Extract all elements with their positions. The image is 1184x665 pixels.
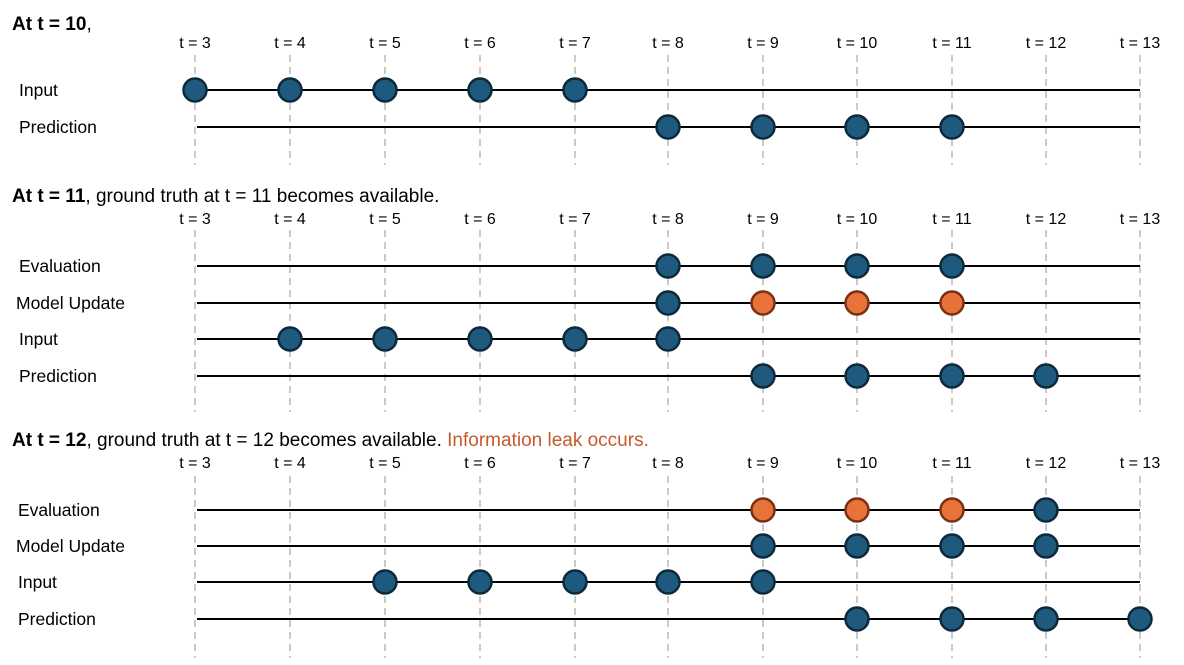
timestep-node	[562, 569, 588, 595]
time-tick-label: t = 10	[837, 211, 878, 228]
timestep-node	[467, 569, 493, 595]
time-tick-label: t = 11	[932, 455, 971, 472]
time-tick-label: t = 10	[837, 455, 878, 472]
time-tick-label: t = 3	[179, 455, 211, 472]
leaked-timestep-node	[750, 497, 776, 523]
timestep-node	[655, 569, 681, 595]
panel-header-bold: At t = 11	[12, 186, 86, 207]
leaked-timestep-node	[844, 290, 870, 316]
row-label: Input	[18, 572, 57, 592]
time-tick-label: t = 4	[274, 455, 306, 472]
time-tick-label: t = 5	[369, 455, 401, 472]
row-label: Evaluation	[18, 500, 100, 520]
row-label: Input	[19, 80, 58, 100]
time-tick-label: t = 9	[747, 211, 779, 228]
timestep-node	[844, 533, 870, 559]
timestep-node	[844, 606, 870, 632]
time-tick-label: t = 12	[1026, 455, 1067, 472]
timestep-node	[277, 326, 303, 352]
timestep-node	[750, 114, 776, 140]
timestep-node	[1127, 606, 1153, 632]
leaked-timestep-node	[844, 497, 870, 523]
leaked-timestep-node	[939, 290, 965, 316]
row-label: Model Update	[16, 293, 125, 313]
time-tick-label: t = 13	[1120, 455, 1161, 472]
panel-header: At t = 11, ground truth at t = 11 become…	[12, 186, 439, 207]
timestep-node	[372, 77, 398, 103]
time-tick-label: t = 3	[179, 211, 211, 228]
time-tick-label: t = 4	[274, 35, 306, 52]
panel-header-bold: At t = 10	[12, 14, 86, 35]
time-tick-label: t = 11	[932, 211, 971, 228]
time-tick-label: t = 10	[837, 35, 878, 52]
timestep-node	[939, 253, 965, 279]
timestep-node	[467, 326, 493, 352]
timestep-node	[750, 533, 776, 559]
timestep-node	[182, 77, 208, 103]
leaked-timestep-node	[750, 290, 776, 316]
timestep-node	[750, 363, 776, 389]
time-tick-label: t = 11	[932, 35, 971, 52]
time-tick-label: t = 5	[369, 35, 401, 52]
time-tick-label: t = 6	[464, 455, 496, 472]
time-tick-label: t = 12	[1026, 211, 1067, 228]
time-tick-label: t = 5	[369, 211, 401, 228]
timestep-node	[562, 326, 588, 352]
timestep-node	[372, 569, 398, 595]
panel-header: At t = 10,	[12, 14, 92, 35]
timestep-node	[939, 363, 965, 389]
timestep-node	[844, 114, 870, 140]
time-tick-label: t = 9	[747, 455, 779, 472]
time-tick-label: t = 13	[1120, 211, 1161, 228]
timestep-node	[277, 77, 303, 103]
leak-warning-text: Information leak occurs.	[447, 430, 649, 451]
row-label: Model Update	[16, 536, 125, 556]
time-tick-label: t = 7	[559, 455, 591, 472]
timestep-node	[1033, 497, 1059, 523]
timestep-node	[1033, 363, 1059, 389]
timestep-node	[939, 533, 965, 559]
timestep-node	[1033, 533, 1059, 559]
timestep-node	[655, 326, 681, 352]
row-label: Prediction	[19, 117, 97, 137]
leaked-timestep-node	[939, 497, 965, 523]
timestep-node	[939, 114, 965, 140]
timestep-node	[750, 253, 776, 279]
timestep-node	[939, 606, 965, 632]
time-tick-label: t = 6	[464, 211, 496, 228]
panel-header-text: ,	[86, 14, 91, 35]
time-tick-label: t = 3	[179, 35, 211, 52]
time-tick-label: t = 7	[559, 211, 591, 228]
time-tick-label: t = 6	[464, 35, 496, 52]
time-tick-label: t = 8	[652, 211, 684, 228]
panel-header: At t = 12, ground truth at t = 12 become…	[12, 430, 649, 451]
time-tick-label: t = 12	[1026, 35, 1067, 52]
time-tick-label: t = 9	[747, 35, 779, 52]
panel-header-text: , ground truth at t = 11 becomes availab…	[85, 186, 439, 207]
time-tick-label: t = 7	[559, 35, 591, 52]
timestep-node	[655, 253, 681, 279]
row-label: Prediction	[18, 609, 96, 629]
row-label: Input	[19, 329, 58, 349]
panel-header-text: , ground truth at t = 12 becomes availab…	[86, 430, 447, 451]
panel-header-bold: At t = 12	[12, 430, 86, 451]
row-label: Evaluation	[19, 256, 101, 276]
time-tick-label: t = 8	[652, 455, 684, 472]
timestep-node	[844, 363, 870, 389]
time-tick-label: t = 13	[1120, 35, 1161, 52]
time-tick-label: t = 4	[274, 211, 306, 228]
timestep-node	[655, 114, 681, 140]
timestep-node	[1033, 606, 1059, 632]
timestep-node	[655, 290, 681, 316]
timestep-node	[467, 77, 493, 103]
timestep-node	[844, 253, 870, 279]
row-label: Prediction	[19, 366, 97, 386]
time-tick-label: t = 8	[652, 35, 684, 52]
timestep-node	[750, 569, 776, 595]
timestep-node	[372, 326, 398, 352]
timestep-node	[562, 77, 588, 103]
